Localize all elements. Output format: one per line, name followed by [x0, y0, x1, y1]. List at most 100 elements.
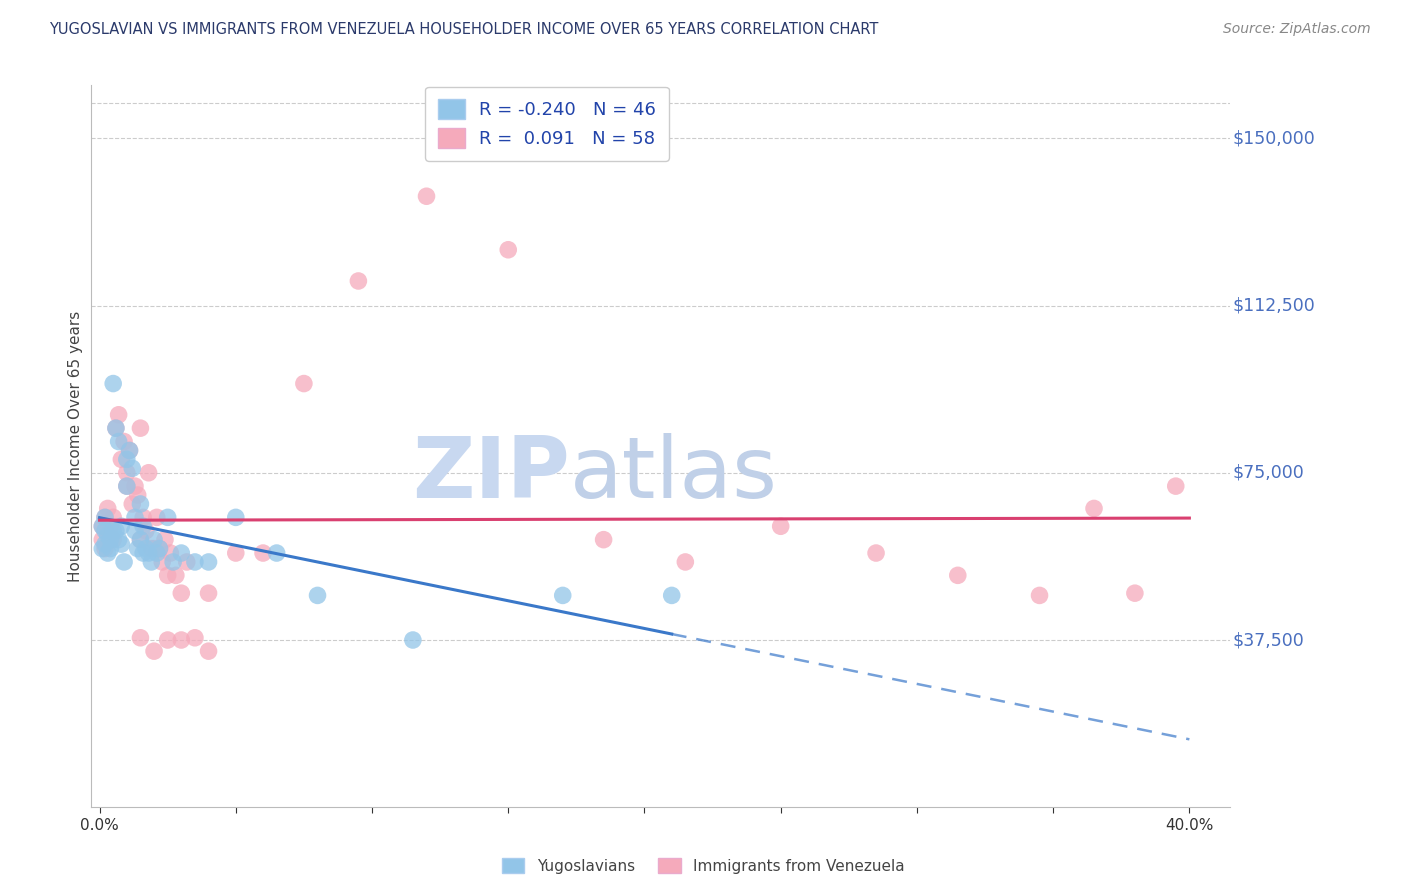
- Point: [197, 555, 219, 569]
- Point: [112, 555, 135, 569]
- Point: [946, 568, 969, 582]
- Point: [97, 528, 120, 542]
- Point: [170, 586, 193, 600]
- Point: [150, 555, 173, 569]
- Point: [415, 189, 437, 203]
- Point: [673, 555, 696, 569]
- Point: [266, 546, 288, 560]
- Point: [197, 644, 219, 658]
- Point: [94, 510, 117, 524]
- Point: [661, 589, 683, 603]
- Point: [143, 644, 166, 658]
- Text: $150,000: $150,000: [1233, 129, 1315, 147]
- Point: [307, 589, 329, 603]
- Point: [292, 376, 315, 391]
- Point: [97, 546, 120, 560]
- Y-axis label: Householder Income Over 65 years: Householder Income Over 65 years: [67, 310, 83, 582]
- Point: [129, 533, 152, 547]
- Point: [769, 519, 792, 533]
- Point: [100, 519, 122, 533]
- Point: [496, 243, 519, 257]
- Point: [143, 541, 166, 556]
- Point: [252, 546, 274, 560]
- Point: [124, 524, 146, 538]
- Point: [107, 408, 129, 422]
- Point: [110, 452, 132, 467]
- Point: [138, 466, 160, 480]
- Point: [91, 519, 114, 533]
- Point: [103, 524, 125, 538]
- Point: [146, 510, 169, 524]
- Point: [156, 510, 179, 524]
- Point: [153, 533, 176, 547]
- Point: [103, 510, 125, 524]
- Point: [1164, 479, 1187, 493]
- Text: atlas: atlas: [569, 434, 778, 516]
- Point: [165, 568, 187, 582]
- Point: [121, 497, 143, 511]
- Point: [170, 546, 193, 560]
- Point: [118, 443, 141, 458]
- Point: [129, 533, 152, 547]
- Point: [115, 466, 138, 480]
- Point: [115, 479, 138, 493]
- Point: [146, 546, 169, 560]
- Point: [91, 519, 114, 533]
- Point: [184, 555, 207, 569]
- Point: [135, 524, 157, 538]
- Point: [156, 568, 179, 582]
- Point: [225, 546, 247, 560]
- Point: [865, 546, 887, 560]
- Point: [132, 519, 155, 533]
- Point: [129, 497, 152, 511]
- Point: [138, 546, 160, 560]
- Point: [141, 541, 163, 556]
- Point: [592, 533, 614, 547]
- Text: YUGOSLAVIAN VS IMMIGRANTS FROM VENEZUELA HOUSEHOLDER INCOME OVER 65 YEARS CORREL: YUGOSLAVIAN VS IMMIGRANTS FROM VENEZUELA…: [49, 22, 879, 37]
- Point: [104, 421, 127, 435]
- Point: [91, 533, 114, 547]
- Text: ZIP: ZIP: [412, 434, 569, 516]
- Point: [94, 524, 117, 538]
- Point: [129, 631, 152, 645]
- Point: [103, 533, 125, 547]
- Point: [124, 479, 146, 493]
- Point: [551, 589, 574, 603]
- Point: [121, 461, 143, 475]
- Point: [100, 533, 122, 547]
- Point: [162, 555, 184, 569]
- Point: [1083, 501, 1105, 516]
- Point: [91, 541, 114, 556]
- Point: [118, 443, 141, 458]
- Point: [100, 541, 122, 556]
- Point: [94, 537, 117, 551]
- Point: [132, 510, 155, 524]
- Point: [112, 434, 135, 449]
- Point: [402, 633, 425, 648]
- Point: [143, 533, 166, 547]
- Point: [347, 274, 370, 288]
- Point: [1123, 586, 1146, 600]
- Text: $37,500: $37,500: [1233, 631, 1305, 649]
- Point: [110, 537, 132, 551]
- Point: [141, 555, 163, 569]
- Point: [103, 376, 125, 391]
- Point: [115, 452, 138, 467]
- Point: [148, 541, 170, 556]
- Point: [110, 519, 132, 533]
- Text: $112,500: $112,500: [1233, 296, 1315, 315]
- Point: [1028, 589, 1050, 603]
- Point: [170, 633, 193, 648]
- Point: [107, 434, 129, 449]
- Point: [225, 510, 247, 524]
- Text: $75,000: $75,000: [1233, 464, 1305, 482]
- Point: [148, 541, 170, 556]
- Point: [132, 546, 155, 560]
- Point: [104, 524, 127, 538]
- Point: [97, 524, 120, 538]
- Legend: R = -0.240   N = 46, R =  0.091   N = 58: R = -0.240 N = 46, R = 0.091 N = 58: [425, 87, 669, 161]
- Point: [124, 510, 146, 524]
- Point: [176, 555, 198, 569]
- Point: [127, 488, 149, 502]
- Point: [115, 479, 138, 493]
